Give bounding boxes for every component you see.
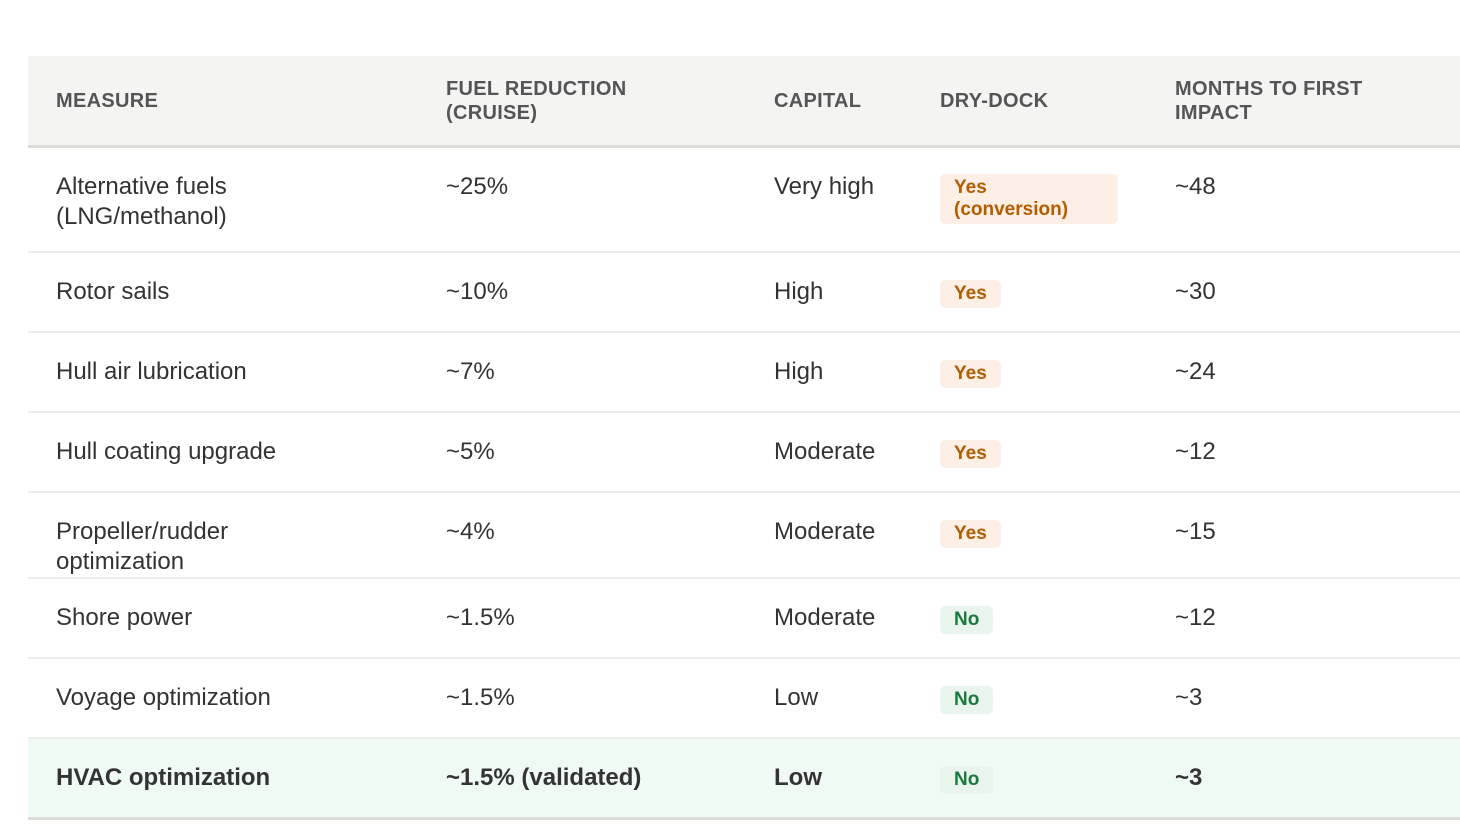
capital-cell: Moderate xyxy=(746,492,912,579)
dry-dock-cell: Yes xyxy=(912,492,1147,579)
dry-dock-badge: Yes xyxy=(940,280,1001,308)
table-row: Hull coating upgrade ~5% Moderate Yes ~12 xyxy=(28,412,1460,493)
table-row: Propeller/rudder optimization ~4% Moderate… xyxy=(28,492,1460,579)
measure-cell: Hull air lubrication xyxy=(28,332,418,413)
capital-cell: High xyxy=(746,332,912,413)
fuel-reduction-cell: ~1.5% (validated) xyxy=(418,738,746,820)
dry-dock-badge: No xyxy=(940,766,994,794)
fuel-reduction-cell: ~1.5% xyxy=(418,578,746,659)
table-row: Voyage optimization ~1.5% Low No ~3 xyxy=(28,658,1460,739)
months-cell: ~48 xyxy=(1147,146,1460,253)
dry-dock-cell: No xyxy=(912,658,1147,739)
header-fuel-reduction: Fuel reduction (cruise) xyxy=(418,56,746,148)
measures-table: Measure Fuel reduction (cruise) Capital … xyxy=(28,56,1460,820)
months-cell: ~30 xyxy=(1147,252,1460,333)
months-cell: ~3 xyxy=(1147,738,1460,820)
dry-dock-badge: No xyxy=(940,606,994,634)
capital-cell: Moderate xyxy=(746,578,912,659)
header-months: Months to first impact xyxy=(1147,56,1460,148)
measure-cell: Rotor sails xyxy=(28,252,418,333)
measure-cell: Voyage optimization xyxy=(28,658,418,739)
fuel-reduction-cell: ~10% xyxy=(418,252,746,333)
dry-dock-cell: Yes xyxy=(912,332,1147,413)
months-cell: ~24 xyxy=(1147,332,1460,413)
table-header-row: Measure Fuel reduction (cruise) Capital … xyxy=(28,56,1460,148)
measure-cell: HVAC optimization xyxy=(28,738,418,820)
dry-dock-badge: No xyxy=(940,686,994,714)
table-row: HVAC optimization ~1.5% (validated) Low No ~… xyxy=(28,738,1460,820)
dry-dock-cell: No xyxy=(912,738,1147,820)
dry-dock-badge: Yes xyxy=(940,440,1001,468)
capital-cell: High xyxy=(746,252,912,333)
fuel-reduction-cell: ~7% xyxy=(418,332,746,413)
dry-dock-badge: Yes (conversion) xyxy=(940,174,1118,224)
table-row: Rotor sails ~10% High Yes ~30 xyxy=(28,252,1460,333)
dry-dock-cell: Yes (conversion) xyxy=(912,146,1147,253)
measure-cell: Propeller/rudder optimization xyxy=(28,492,418,579)
measure-cell: Hull coating upgrade xyxy=(28,412,418,493)
header-dry-dock: Dry-dock xyxy=(912,56,1147,148)
measure-cell: Alternative fuels (LNG/methanol) xyxy=(28,146,418,253)
fuel-reduction-cell: ~25% xyxy=(418,146,746,253)
dry-dock-cell: Yes xyxy=(912,412,1147,493)
dry-dock-cell: Yes xyxy=(912,252,1147,333)
fuel-reduction-cell: ~4% xyxy=(418,492,746,579)
dry-dock-badge: Yes xyxy=(940,360,1001,388)
header-measure: Measure xyxy=(28,56,418,148)
months-cell: ~15 xyxy=(1147,492,1460,579)
table-row: Hull air lubrication ~7% High Yes ~24 xyxy=(28,332,1460,413)
header-capital: Capital xyxy=(746,56,912,148)
capital-cell: Low xyxy=(746,658,912,739)
measure-cell: Shore power xyxy=(28,578,418,659)
capital-cell: Low xyxy=(746,738,912,820)
fuel-reduction-cell: ~5% xyxy=(418,412,746,493)
table-row: Alternative fuels (LNG/methanol) ~25% Very… xyxy=(28,146,1460,253)
months-cell: ~3 xyxy=(1147,658,1460,739)
months-cell: ~12 xyxy=(1147,412,1460,493)
capital-cell: Moderate xyxy=(746,412,912,493)
months-cell: ~12 xyxy=(1147,578,1460,659)
fuel-reduction-cell: ~1.5% xyxy=(418,658,746,739)
dry-dock-badge: Yes xyxy=(940,520,1001,548)
dry-dock-cell: No xyxy=(912,578,1147,659)
table-row: Shore power ~1.5% Moderate No ~12 xyxy=(28,578,1460,659)
capital-cell: Very high xyxy=(746,146,912,253)
